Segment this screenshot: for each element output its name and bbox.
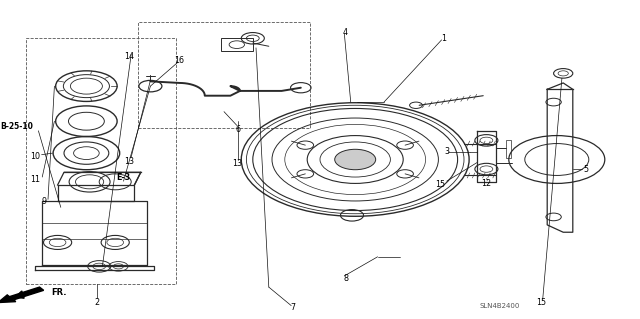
- Text: 13: 13: [232, 159, 242, 168]
- FancyArrow shape: [0, 287, 44, 302]
- Text: B-25-10: B-25-10: [0, 122, 33, 130]
- Text: 8: 8: [343, 274, 348, 283]
- Text: 5: 5: [584, 165, 589, 174]
- Text: 10: 10: [29, 152, 40, 161]
- Bar: [138, 22, 310, 128]
- Text: 14: 14: [124, 52, 134, 61]
- Text: FR.: FR.: [51, 288, 67, 297]
- Text: 3: 3: [444, 147, 449, 156]
- Circle shape: [335, 149, 376, 170]
- Text: 4: 4: [343, 28, 348, 37]
- Text: E-3: E-3: [116, 173, 131, 182]
- Text: 13: 13: [124, 157, 134, 166]
- Bar: [221, 38, 253, 51]
- Text: 11: 11: [29, 175, 40, 184]
- Bar: [506, 140, 511, 158]
- Text: 7: 7: [291, 303, 296, 312]
- Text: 12: 12: [481, 179, 492, 188]
- Bar: [26, 38, 176, 284]
- Text: 9: 9: [42, 197, 47, 206]
- Text: SLN4B2400: SLN4B2400: [479, 303, 520, 308]
- Text: 6: 6: [236, 125, 241, 134]
- Text: 2: 2: [95, 298, 100, 307]
- Text: 15: 15: [435, 180, 445, 189]
- Text: 16: 16: [174, 56, 184, 65]
- Text: 1: 1: [441, 34, 446, 43]
- Text: 15: 15: [536, 298, 546, 307]
